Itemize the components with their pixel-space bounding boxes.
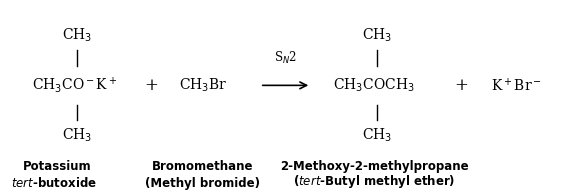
Text: (Methyl bromide): (Methyl bromide) [145, 177, 260, 190]
Text: ($\mathit{tert}$-Butyl methyl ether): ($\mathit{tert}$-Butyl methyl ether) [293, 173, 455, 190]
Text: CH$_3$CO$^-$K$^+$: CH$_3$CO$^-$K$^+$ [31, 75, 117, 95]
Text: +: + [455, 77, 468, 94]
Text: CH$_3$: CH$_3$ [362, 26, 392, 44]
Text: Bromomethane: Bromomethane [152, 160, 254, 173]
Text: CH$_3$: CH$_3$ [62, 127, 92, 145]
Text: S$_N$2: S$_N$2 [274, 50, 297, 66]
Text: K$^+$Br$^-$: K$^+$Br$^-$ [492, 77, 542, 94]
Text: $\mathit{tert}$-butoxide: $\mathit{tert}$-butoxide [11, 176, 97, 190]
Text: CH$_3$: CH$_3$ [362, 127, 392, 145]
Text: CH$_3$Br: CH$_3$Br [179, 77, 227, 94]
Text: CH$_3$: CH$_3$ [62, 26, 92, 44]
Text: CH$_3$COCH$_3$: CH$_3$COCH$_3$ [333, 77, 415, 94]
Text: +: + [144, 77, 158, 94]
Text: 2-Methoxy-2-methylpropane: 2-Methoxy-2-methylpropane [280, 160, 468, 173]
Text: Potassium: Potassium [23, 160, 91, 173]
